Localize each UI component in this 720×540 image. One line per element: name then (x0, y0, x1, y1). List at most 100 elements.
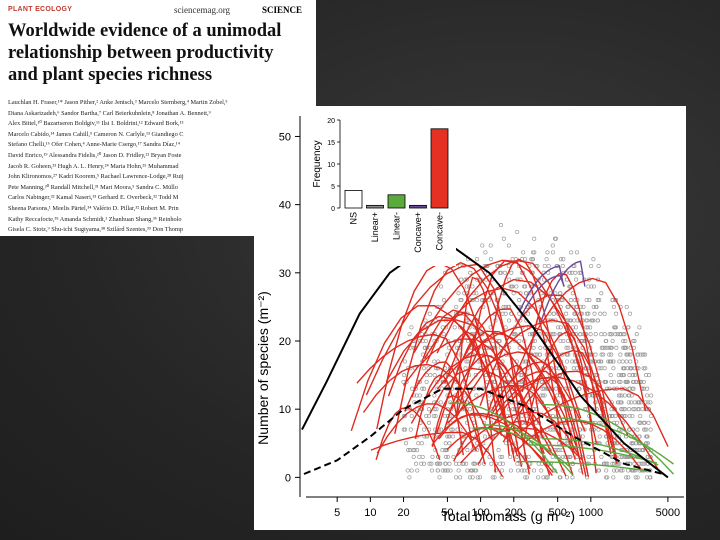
scatter-point (604, 379, 609, 384)
scatter-point (443, 461, 448, 466)
scatter-point (597, 366, 602, 371)
scatter-point (509, 270, 514, 275)
scatter-point (611, 468, 617, 473)
journal-name: SCIENCE (262, 5, 303, 15)
scatter-point (619, 373, 624, 378)
scatter-point (558, 325, 563, 330)
scatter-point (545, 475, 550, 480)
scatter-point (573, 325, 579, 330)
scatter-point (611, 475, 616, 480)
scatter-point (419, 441, 424, 446)
inset-y-tick-label: 15 (327, 140, 335, 147)
scatter-point (595, 298, 600, 303)
scatter-point (541, 386, 546, 391)
scatter-point (426, 413, 432, 419)
scatter-point (618, 352, 623, 357)
scatter-point (527, 332, 532, 337)
scatter-point (434, 407, 439, 412)
scatter-point (582, 427, 587, 432)
scatter-point (615, 420, 620, 425)
scatter-point (577, 338, 582, 344)
scatter-point (555, 448, 560, 453)
scatter-point (598, 359, 603, 364)
site-fit-curve (404, 361, 474, 449)
scatter-point (475, 257, 480, 262)
scatter-point (417, 454, 422, 459)
scatter-point (647, 475, 652, 480)
paper-title-line: and plant species richness (8, 65, 213, 85)
scatter-point (599, 420, 604, 425)
scatter-point (464, 461, 469, 466)
scatter-point (550, 243, 555, 248)
scatter-point (627, 407, 632, 412)
scatter-point (618, 393, 623, 398)
scatter-point (620, 468, 625, 473)
scatter-point (498, 461, 503, 466)
scatter-point (588, 325, 593, 330)
x-tick-label: 50 (441, 507, 453, 519)
site-fit-curve (444, 278, 618, 464)
scatter-point (499, 468, 505, 473)
scatter-point (634, 332, 639, 337)
scatter-point (507, 379, 513, 384)
site-fit-curve (356, 333, 486, 465)
site-fit-curve (485, 364, 537, 439)
scatter-point (589, 284, 594, 289)
scatter-point (446, 434, 451, 439)
scatter-point (626, 400, 631, 405)
scatter-point (645, 441, 650, 446)
inset-y-tick-label: 20 (327, 118, 335, 125)
scatter-point (437, 475, 442, 480)
scatter-point (649, 393, 654, 398)
site-fit-curve (414, 374, 464, 456)
scatter-point (447, 461, 452, 466)
scatter-point (593, 352, 598, 357)
scatter-point (519, 468, 525, 473)
scatter-point (519, 413, 524, 419)
scatter-point (599, 366, 604, 371)
scatter-point (646, 400, 651, 405)
scatter-point (445, 434, 450, 439)
scatter-point (480, 332, 485, 337)
scatter-point (646, 420, 651, 425)
scatter-point (531, 468, 537, 473)
scatter-point (645, 386, 650, 391)
scatter-point (428, 373, 433, 378)
site-fit-curve (362, 363, 493, 440)
scatter-point (574, 277, 579, 282)
scatter-point (584, 311, 589, 316)
global-fit-curve (301, 248, 669, 479)
scatter-point (592, 311, 597, 316)
global-fit-curve (303, 387, 664, 475)
scatter-point (456, 468, 461, 473)
scatter-point (642, 427, 647, 432)
scatter-point (483, 250, 488, 255)
site-fit-curve (350, 304, 519, 457)
scatter-point (496, 338, 501, 344)
scatter-point (637, 325, 642, 330)
scatter-point (643, 352, 648, 357)
scatter-point (401, 427, 406, 432)
scatter-point (470, 448, 475, 453)
scatter-point (474, 448, 480, 453)
scatter-point (568, 270, 573, 275)
scatter-point (421, 366, 427, 371)
scatter-point (439, 427, 444, 432)
site-fit-curve (477, 420, 554, 466)
scatter-point (597, 434, 602, 439)
scatter-point (624, 475, 629, 480)
scatter-point (450, 427, 455, 432)
site-fit-curve (542, 438, 659, 466)
scatter-point (560, 454, 565, 459)
scatter-point (627, 427, 632, 432)
scatter-point (422, 386, 427, 391)
scatter-point (440, 468, 445, 473)
scatter-point (617, 332, 622, 337)
scatter-point (599, 291, 604, 296)
inset-y-tick-label: 10 (327, 162, 335, 169)
scatter-point (628, 366, 633, 371)
scatter-point (403, 441, 409, 446)
site-fit-curve (429, 367, 567, 477)
scatter-point (453, 461, 459, 466)
scatter-point (609, 352, 614, 357)
